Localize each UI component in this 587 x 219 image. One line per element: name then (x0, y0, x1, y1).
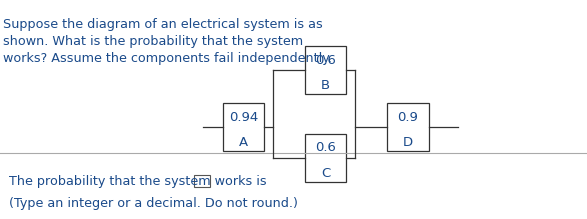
Text: C: C (321, 167, 330, 180)
Text: Suppose the diagram of an electrical system is as
shown. What is the probability: Suppose the diagram of an electrical sys… (3, 18, 332, 65)
FancyBboxPatch shape (194, 175, 210, 187)
FancyBboxPatch shape (305, 46, 346, 94)
Text: B: B (321, 79, 330, 92)
Text: The probability that the system works is: The probability that the system works is (9, 175, 266, 188)
Text: (Type an integer or a decimal. Do not round.): (Type an integer or a decimal. Do not ro… (9, 197, 298, 210)
Text: 0.6: 0.6 (315, 54, 336, 67)
FancyBboxPatch shape (387, 103, 429, 151)
Text: 0.94: 0.94 (229, 111, 258, 124)
Text: A: A (239, 136, 248, 149)
Text: D: D (403, 136, 413, 149)
Text: 0.9: 0.9 (397, 111, 419, 124)
FancyBboxPatch shape (305, 134, 346, 182)
FancyBboxPatch shape (223, 103, 264, 151)
Text: 0.6: 0.6 (315, 141, 336, 154)
